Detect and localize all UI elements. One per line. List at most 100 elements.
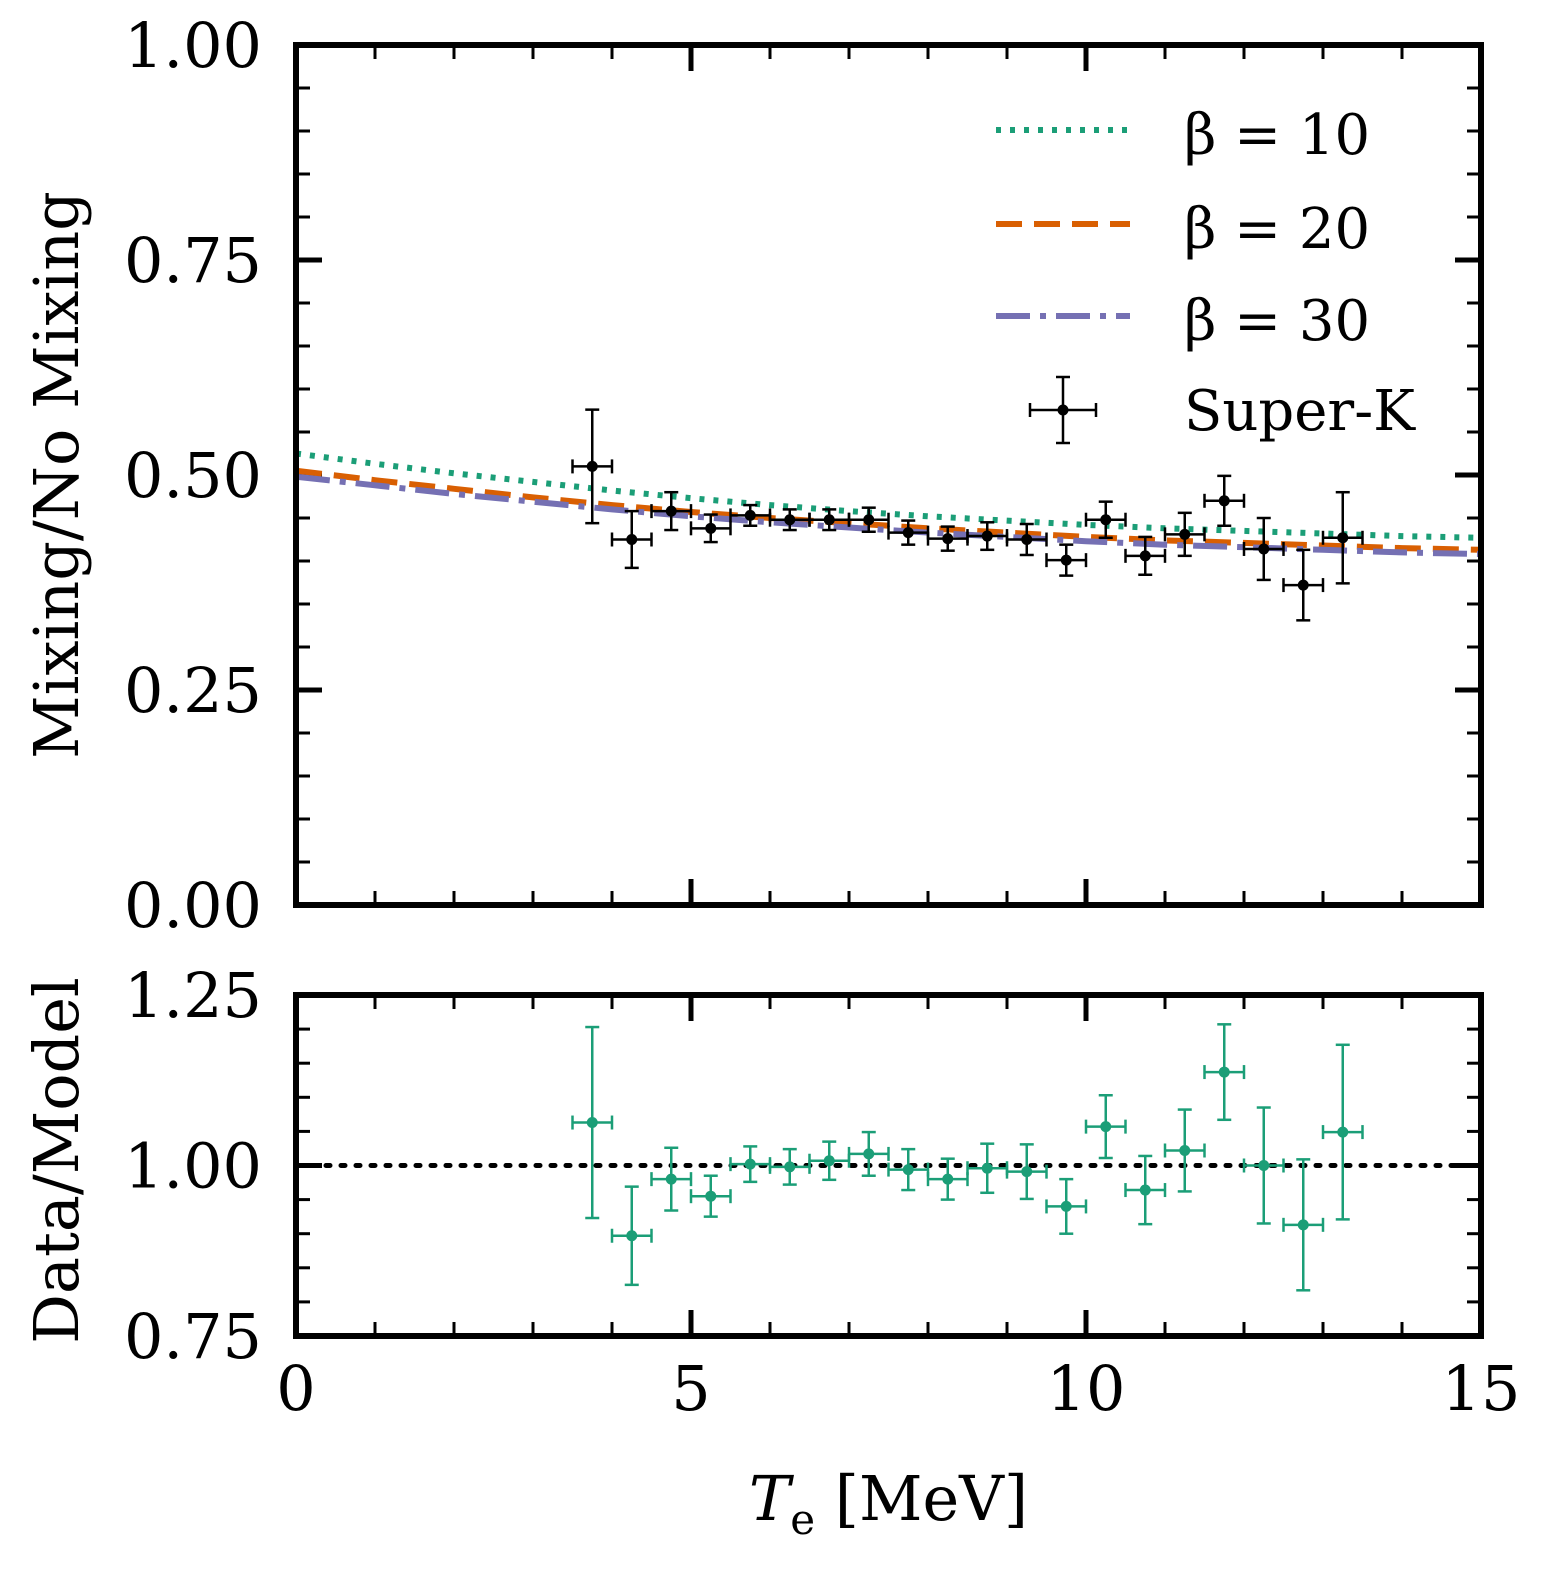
data-point bbox=[1084, 500, 1127, 540]
marker bbox=[1139, 1184, 1151, 1196]
data-point bbox=[1045, 1177, 1088, 1235]
marker bbox=[1258, 543, 1270, 555]
data-point bbox=[1242, 1106, 1285, 1225]
marker bbox=[705, 1190, 717, 1202]
legend-item: β = 10 bbox=[996, 103, 1370, 168]
marker bbox=[942, 533, 954, 545]
x-axis-title: Te [MeV] bbox=[749, 1462, 1028, 1544]
marker bbox=[1060, 554, 1072, 566]
data-point bbox=[768, 1147, 811, 1186]
y-tick-label: 0.25 bbox=[124, 654, 262, 727]
data-point bbox=[847, 506, 890, 534]
legend-label: β = 20 bbox=[1184, 197, 1370, 262]
series-line-dotted bbox=[296, 450, 1481, 541]
marker bbox=[744, 1158, 756, 1170]
marker bbox=[863, 1148, 875, 1160]
legend-label: β = 10 bbox=[1184, 103, 1370, 168]
y-tick-label: 1.00 bbox=[124, 9, 262, 82]
marker bbox=[1297, 579, 1309, 591]
legend-item: β = 30 bbox=[996, 289, 1370, 354]
top-data-points bbox=[571, 408, 1364, 622]
data-point bbox=[887, 1147, 930, 1192]
top-ticks bbox=[293, 42, 1484, 908]
marker bbox=[784, 514, 796, 526]
y-tick-label: 0.75 bbox=[124, 1300, 262, 1373]
marker bbox=[665, 1173, 677, 1185]
data-point bbox=[571, 1025, 614, 1220]
marker bbox=[1100, 514, 1112, 526]
marker bbox=[823, 514, 835, 526]
legend-item: β = 20 bbox=[996, 197, 1370, 262]
data-point bbox=[729, 503, 772, 527]
data-point bbox=[1124, 1154, 1167, 1226]
data-point bbox=[966, 521, 1009, 552]
bottom-data-points bbox=[571, 1023, 1364, 1292]
marker bbox=[1218, 1066, 1230, 1078]
data-point bbox=[1321, 1043, 1364, 1221]
data-point bbox=[1005, 1143, 1048, 1201]
marker bbox=[1021, 1166, 1033, 1178]
y-tick-label: 1.00 bbox=[124, 1130, 262, 1203]
bottom-plot-frame bbox=[293, 992, 1484, 1339]
data-point bbox=[1203, 1023, 1246, 1122]
top-panel: 0.00 0.25 0.50 0.75 1.00 Mixing/No Mixing bbox=[20, 9, 1484, 942]
marker bbox=[942, 1173, 954, 1185]
top-plot-frame bbox=[293, 42, 1484, 908]
data-point bbox=[847, 1130, 890, 1177]
y-tick-label: 0.75 bbox=[124, 224, 262, 297]
marker bbox=[744, 509, 756, 521]
data-point bbox=[610, 509, 653, 570]
data-point bbox=[1282, 548, 1325, 622]
x-tick-label: 15 bbox=[1442, 1352, 1521, 1425]
marker bbox=[626, 1230, 638, 1242]
y-tick-label: 1.25 bbox=[124, 959, 262, 1032]
legend-swatch bbox=[1057, 404, 1069, 416]
y-tick-label: 0.00 bbox=[124, 869, 262, 942]
marker bbox=[1139, 550, 1151, 562]
data-point bbox=[1124, 535, 1167, 577]
data-point bbox=[768, 508, 811, 532]
marker bbox=[586, 1117, 598, 1129]
data-point bbox=[689, 513, 732, 544]
data-point bbox=[926, 1157, 969, 1201]
marker bbox=[1337, 532, 1349, 544]
marker bbox=[981, 1162, 993, 1174]
marker bbox=[626, 534, 638, 545]
top-y-tick-labels: 0.00 0.25 0.50 0.75 1.00 bbox=[124, 9, 262, 942]
marker bbox=[1218, 495, 1230, 507]
data-point bbox=[808, 508, 851, 532]
data-point bbox=[1282, 1158, 1325, 1292]
legend-item: Super-K bbox=[1028, 375, 1416, 445]
data-point bbox=[1163, 1108, 1206, 1193]
data-point bbox=[1242, 516, 1285, 582]
x-tick-labels: 0 5 10 15 bbox=[276, 1352, 1520, 1425]
marker bbox=[705, 522, 717, 534]
x-tick-label: 10 bbox=[1047, 1352, 1126, 1425]
marker bbox=[863, 514, 875, 526]
marker bbox=[1258, 1160, 1270, 1171]
legend-label: β = 30 bbox=[1184, 289, 1370, 354]
x-axis-title-symbol: T bbox=[749, 1462, 795, 1535]
marker bbox=[784, 1161, 796, 1173]
data-point bbox=[808, 1140, 851, 1182]
marker bbox=[902, 527, 914, 539]
y-tick-label: 0.50 bbox=[124, 439, 262, 512]
legend: β = 10 β = 20 β = 30 Super-K bbox=[996, 103, 1416, 445]
marker bbox=[665, 505, 677, 517]
marker bbox=[586, 460, 598, 472]
bottom-y-tick-labels: 0.75 1.00 1.25 bbox=[124, 959, 262, 1373]
marker bbox=[1021, 534, 1033, 545]
x-axis-title-subscript: e bbox=[790, 1495, 815, 1544]
data-point bbox=[1163, 511, 1206, 558]
data-point bbox=[1005, 522, 1048, 557]
data-point bbox=[689, 1174, 732, 1218]
bottom-panel: 0.75 1.00 1.25 0 5 10 15 Data/Model Te [MeV] bbox=[20, 959, 1520, 1544]
marker bbox=[902, 1164, 914, 1176]
data-point bbox=[1084, 1094, 1127, 1160]
x-tick-label: 5 bbox=[671, 1352, 710, 1425]
data-point bbox=[1203, 474, 1246, 527]
legend-label: Super-K bbox=[1184, 379, 1416, 444]
data-point bbox=[610, 1185, 653, 1287]
data-point bbox=[571, 408, 614, 525]
